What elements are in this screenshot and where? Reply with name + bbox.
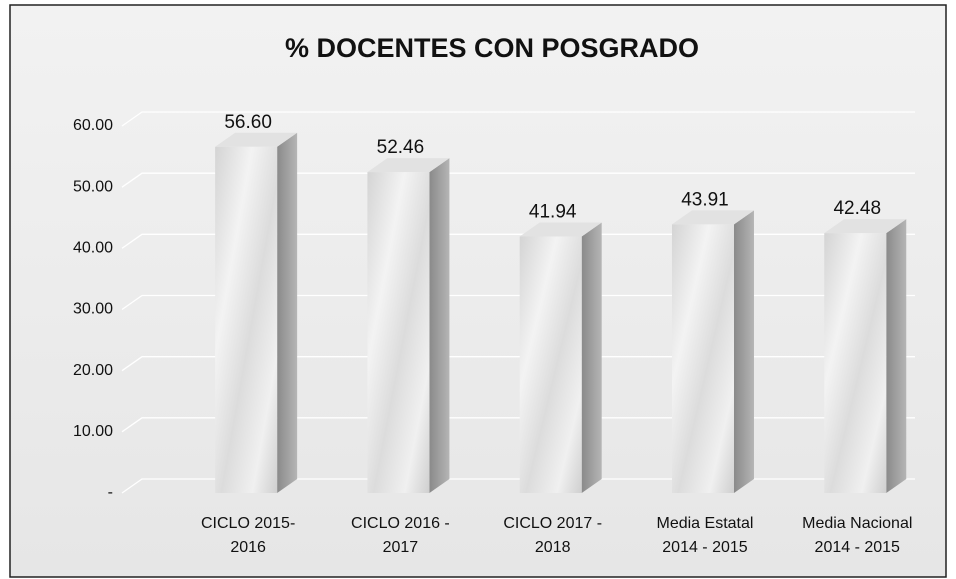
grid-line: [121, 294, 915, 311]
grid-line: [121, 233, 915, 249]
bar-side: [429, 158, 450, 493]
bar: [215, 132, 298, 493]
y-tick-label: 10.00: [73, 423, 113, 440]
x-tick-label: CICLO 2017 -: [503, 515, 602, 532]
value-label: 56.60: [224, 112, 272, 133]
y-tick-label: 40.00: [73, 240, 113, 257]
bar-side: [733, 210, 754, 493]
chart-frame: [9, 4, 947, 578]
bar-front: [367, 172, 430, 493]
grid-line: [121, 417, 915, 433]
bar-side: [277, 132, 298, 493]
value-label: 52.46: [377, 137, 425, 158]
bar-front: [824, 233, 887, 493]
x-tick-label: Media Estatal: [657, 515, 754, 532]
x-tick-label: CICLO 2015-: [201, 515, 295, 532]
bar: [519, 222, 602, 494]
x-tick-label: 2017: [383, 539, 419, 556]
bar-top: [671, 210, 754, 225]
y-tick-label: 50.00: [73, 178, 113, 195]
bar-side: [581, 222, 602, 494]
bar-front: [519, 236, 582, 494]
grid-line: [121, 356, 915, 372]
bar-front: [671, 224, 734, 493]
y-tick-label: 30.00: [73, 301, 113, 318]
y-tick-label: -: [108, 484, 113, 501]
y-tick-label: 60.00: [73, 117, 113, 134]
bar: [671, 210, 754, 493]
bar-side: [886, 219, 907, 493]
bar-top: [519, 222, 602, 237]
bar: [824, 219, 907, 493]
x-tick-label: 2014 - 2015: [662, 539, 748, 556]
value-label: 41.94: [529, 201, 577, 222]
bar-top: [824, 219, 907, 234]
bar-top: [215, 132, 298, 147]
x-tick-label: 2014 - 2015: [815, 539, 901, 556]
value-label: 42.48: [833, 198, 881, 219]
y-tick-label: 20.00: [73, 362, 113, 379]
chart-title: % DOCENTES CON POSGRADO: [285, 33, 699, 63]
x-tick-label: 2018: [535, 539, 571, 556]
bar-top: [367, 158, 450, 173]
x-tick-label: Media Nacional: [802, 515, 912, 532]
x-tick-label: CICLO 2016 -: [351, 515, 450, 532]
bar-front: [215, 146, 278, 493]
x-tick-label: 2016: [230, 539, 266, 556]
grid-line: [121, 111, 915, 127]
value-label: 43.91: [681, 189, 729, 210]
bar: [367, 158, 450, 493]
grid-line: [121, 172, 915, 188]
grid-line: [121, 478, 915, 494]
